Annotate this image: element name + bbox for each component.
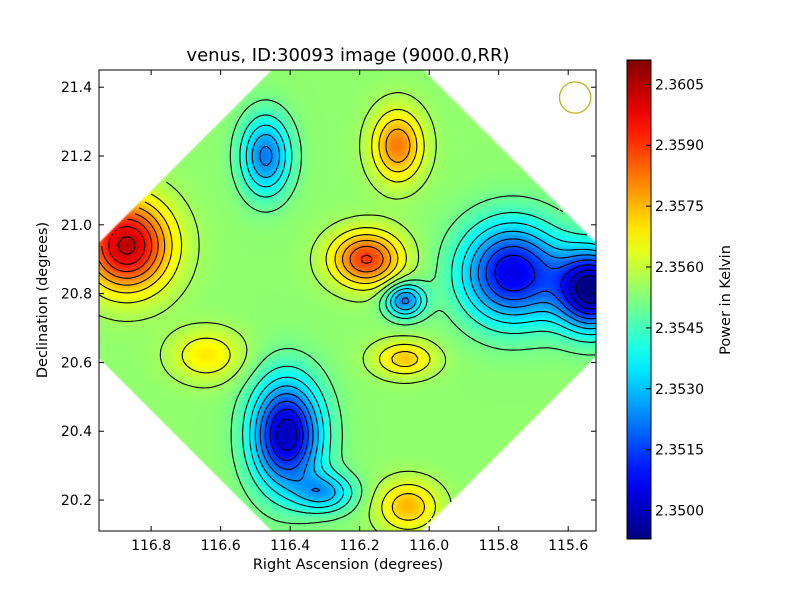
- colorbar-tick-label: 2.3575: [655, 199, 704, 215]
- chart-title: venus, ID:30093 image (9000.0,RR): [186, 45, 509, 66]
- colorbar-gradient: [627, 60, 651, 539]
- y-tick-label: 21.2: [61, 149, 92, 165]
- y-tick-label: 21.0: [61, 218, 92, 234]
- x-tick-label: 115.6: [548, 538, 588, 554]
- contour-lines: [99, 92, 596, 531]
- x-tick-label: 115.8: [479, 538, 519, 554]
- colorbar-label: Power in Kelvin: [718, 245, 734, 355]
- colorbar-tick-label: 2.3515: [655, 443, 704, 459]
- colorbar: 2.3500 2.3515 2.3530 2.3545 2.3560 2.3575 2.35…: [626, 59, 734, 540]
- y-axis: 20.2 20.4 20.6 20.8 21.0 21.2 21.4: [61, 80, 596, 509]
- x-tick-label: 116.8: [131, 538, 171, 554]
- x-tick-label: 116.0: [409, 538, 449, 554]
- y-tick-label: 20.8: [61, 287, 92, 303]
- y-tick-label: 21.4: [61, 80, 92, 96]
- y-tick-label: 20.2: [61, 493, 92, 509]
- plot-area: [98, 69, 597, 532]
- plot-frame: [98, 69, 597, 532]
- x-axis-label: Right Ascension (degrees): [253, 557, 443, 573]
- colorbar-tick-label: 2.3530: [655, 382, 704, 398]
- colorbar-tick-label: 2.3545: [655, 321, 704, 337]
- colorbar-tick-label: 2.3605: [655, 77, 704, 93]
- x-tick-label: 116.2: [340, 538, 380, 554]
- colorbar-tick-label: 2.3560: [655, 260, 704, 276]
- x-axis: 116.8 116.6 116.4 116.2 116.0 115.8 115.6: [131, 70, 588, 554]
- colorbar-tick-label: 2.3590: [655, 138, 704, 154]
- y-tick-label: 20.6: [61, 355, 92, 371]
- x-tick-label: 116.6: [201, 538, 241, 554]
- x-tick-label: 116.4: [270, 538, 310, 554]
- colorbar-frame: [626, 59, 652, 540]
- beam-marker: [558, 81, 592, 114]
- colorbar-ticks: 2.3500 2.3515 2.3530 2.3545 2.3560 2.3575 2.35…: [646, 77, 704, 520]
- y-tick-label: 20.4: [61, 424, 92, 440]
- contour-path: [99, 92, 596, 531]
- colorbar-tick-label: 2.3500: [655, 504, 704, 520]
- y-axis-label: Declination (degrees): [35, 222, 51, 378]
